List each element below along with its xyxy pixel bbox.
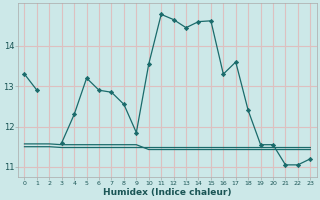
X-axis label: Humidex (Indice chaleur): Humidex (Indice chaleur) — [103, 188, 232, 197]
